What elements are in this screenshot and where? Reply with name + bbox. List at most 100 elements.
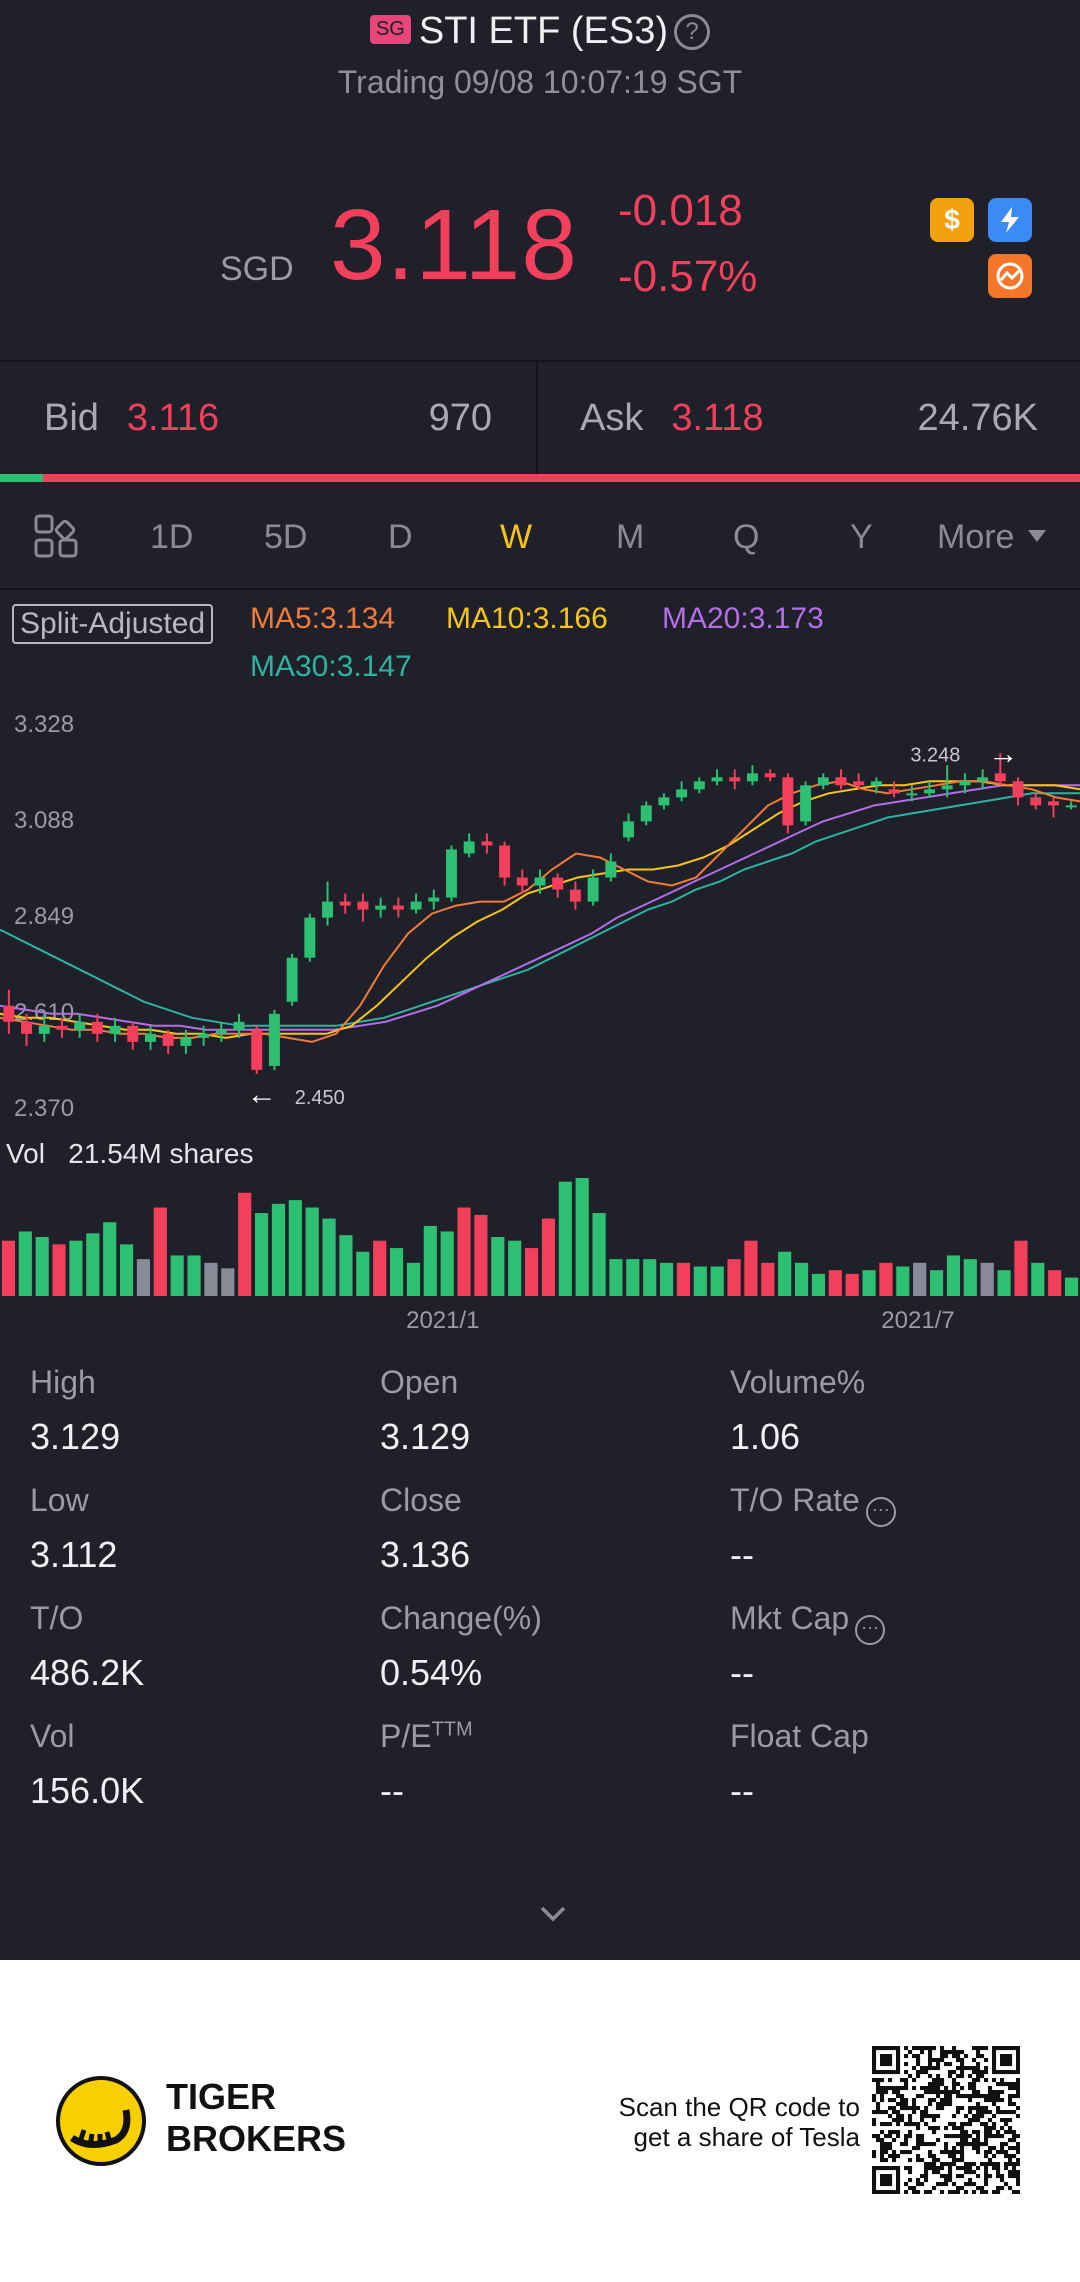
qr-module <box>960 2146 965 2151</box>
tab-d[interactable]: D <box>388 518 413 556</box>
qr-module <box>880 2142 885 2147</box>
tab-w[interactable]: W <box>500 518 533 556</box>
qr-module <box>876 2138 881 2143</box>
qr-module <box>968 2178 973 2183</box>
tab-5d[interactable]: 5D <box>264 518 308 556</box>
qr-module <box>896 2190 901 2194</box>
trend-icon[interactable] <box>988 254 1032 298</box>
stat-value-change-pct: 0.54% <box>380 1652 483 1693</box>
candle-body <box>428 897 440 902</box>
qr-module <box>980 2162 985 2167</box>
qr-module <box>932 2114 937 2119</box>
tab-m[interactable]: M <box>616 518 645 556</box>
qr-module <box>920 2066 925 2071</box>
qr-module <box>984 2046 989 2051</box>
qr-module <box>872 2070 877 2075</box>
tab-q[interactable]: Q <box>733 518 760 556</box>
qr-module <box>944 2102 949 2107</box>
qr-module <box>884 2058 889 2063</box>
qr-module <box>952 2054 957 2059</box>
qr-module <box>924 2110 929 2115</box>
ask-panel[interactable]: Ask 3.118 24.76K <box>538 362 1080 474</box>
qr-module <box>872 2122 877 2127</box>
qr-module <box>896 2174 901 2179</box>
price-change-pct: -0.57% <box>618 252 758 301</box>
qr-module <box>892 2130 897 2135</box>
qr-module <box>960 2074 965 2079</box>
tab-1d[interactable]: 1D <box>150 518 194 556</box>
qr-module <box>876 2106 881 2111</box>
tab-more[interactable]: More <box>937 518 1047 557</box>
qr-module <box>1000 2150 1005 2155</box>
qr-module <box>880 2110 885 2115</box>
qr-module <box>972 2046 977 2051</box>
qr-module <box>964 2130 969 2135</box>
qr-module <box>976 2066 981 2071</box>
qr-module <box>1004 2046 1009 2051</box>
volume-bar <box>238 1192 252 1296</box>
question-icon[interactable]: ? <box>674 14 711 50</box>
volume-bar <box>676 1262 691 1296</box>
tab-y[interactable]: Y <box>850 518 873 556</box>
info-dots-icon[interactable]: ··· <box>855 1615 886 1645</box>
stat-label-low: Low <box>30 1482 89 1518</box>
qr-module <box>896 2130 901 2135</box>
qr-module <box>1004 2162 1009 2167</box>
chevron-down-icon[interactable] <box>538 1898 568 1928</box>
bolt-icon[interactable] <box>988 198 1032 242</box>
period-tabs: 1D 5D D W M Q Y More <box>0 490 1080 582</box>
trading-status: Trading 09/08 10:07:19 SGT <box>337 64 743 100</box>
stat-value-float-cap: -- <box>730 1770 754 1811</box>
qr-module <box>896 2090 901 2095</box>
layout-grid-icon[interactable] <box>34 514 78 558</box>
qr-module <box>948 2062 953 2067</box>
dollar-icon[interactable]: $ <box>930 198 974 242</box>
qr-module <box>912 2066 917 2071</box>
qr-module <box>936 2074 941 2079</box>
qr-module <box>884 2178 889 2183</box>
qr-module <box>944 2126 949 2131</box>
qr-module <box>904 2078 909 2083</box>
qr-module <box>976 2046 981 2051</box>
qr-module <box>932 2130 937 2135</box>
qr-module <box>912 2146 917 2151</box>
volume-bar <box>761 1262 775 1296</box>
qr-module <box>940 2054 945 2059</box>
qr-module <box>880 2138 885 2143</box>
qr-module <box>1000 2174 1005 2179</box>
qr-module <box>916 2126 921 2131</box>
qr-module <box>916 2178 921 2183</box>
qr-module <box>872 2110 877 2115</box>
bid-panel[interactable]: Bid 3.116 970 <box>0 362 536 474</box>
candle-body <box>21 1021 33 1034</box>
price-change: -0.018 <box>618 186 743 235</box>
qr-module <box>1004 2110 1009 2115</box>
qr-module <box>1016 2046 1020 2051</box>
candle-body <box>145 1033 156 1042</box>
qr-module <box>956 2186 961 2191</box>
volume-bar <box>946 1255 961 1296</box>
tiger-logo-icon <box>56 2076 146 2166</box>
qr-module <box>920 2070 925 2075</box>
qr-module <box>896 2046 901 2051</box>
qr-module <box>872 2134 877 2139</box>
info-dots-icon[interactable]: ··· <box>865 1497 896 1527</box>
qr-module <box>988 2098 993 2103</box>
split-adjusted-toggle[interactable]: Split-Adjusted <box>12 604 214 644</box>
qr-module <box>980 2106 985 2111</box>
stat-value-vol: 156.0K <box>30 1770 145 1811</box>
qr-module <box>916 2106 921 2111</box>
stat-label-close: Close <box>380 1482 462 1518</box>
qr-module <box>1000 2054 1005 2059</box>
qr-module <box>872 2118 877 2123</box>
qr-module <box>1012 2170 1017 2175</box>
qr-module <box>996 2106 1001 2111</box>
qr-module <box>956 2134 961 2139</box>
qr-module <box>944 2162 949 2167</box>
qr-module <box>896 2134 901 2139</box>
volume-bar <box>170 1255 184 1296</box>
qr-module <box>872 2182 877 2187</box>
qr-module <box>888 2078 893 2083</box>
candle-body <box>552 877 564 890</box>
